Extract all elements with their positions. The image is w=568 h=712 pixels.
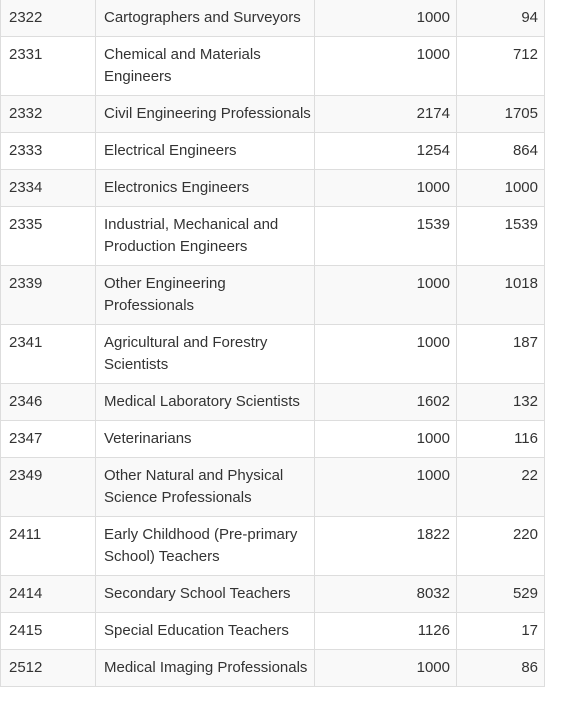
- table-row: 2349 Other Natural and Physical Science P…: [0, 457, 545, 517]
- value-cell: 1705: [456, 95, 545, 133]
- value-cell: 116: [456, 420, 545, 458]
- code-cell: 2339: [0, 265, 96, 325]
- table-row: 2347 Veterinarians 1000 116: [0, 420, 545, 458]
- table-row: 2339 Other Engineering Professionals 1000 1…: [0, 265, 545, 325]
- value-cell: 712: [456, 36, 545, 96]
- value-cell: 1000: [314, 0, 457, 37]
- table-row: 2341 Agricultural and Forestry Scientists…: [0, 324, 545, 384]
- occupation-cell: Chemical and Materials Engineers: [95, 36, 315, 96]
- value-cell: 1000: [314, 420, 457, 458]
- code-cell: 2411: [0, 516, 96, 576]
- table-row: 2346 Medical Laboratory Scientists 1602 132: [0, 383, 545, 421]
- table-row: 2512 Medical Imaging Professionals 1000 86: [0, 649, 545, 687]
- code-cell: 2341: [0, 324, 96, 384]
- value-cell: 94: [456, 0, 545, 37]
- value-cell: 1539: [314, 206, 457, 266]
- occupation-cell: Electronics Engineers: [95, 169, 315, 207]
- occupation-cell: Other Natural and Physical Science Profe…: [95, 457, 315, 517]
- code-cell: 2331: [0, 36, 96, 96]
- value-cell: 86: [456, 649, 545, 687]
- code-cell: 2414: [0, 575, 96, 613]
- value-cell: 1000: [314, 324, 457, 384]
- value-cell: 187: [456, 324, 545, 384]
- table-row: 2415 Special Education Teachers 1126 17: [0, 612, 545, 650]
- value-cell: 22: [456, 457, 545, 517]
- occupation-cell: Secondary School Teachers: [95, 575, 315, 613]
- table-row: 2332 Civil Engineering Professionals 2174 1…: [0, 95, 545, 133]
- value-cell: 1000: [314, 36, 457, 96]
- value-cell: 1000: [314, 457, 457, 517]
- value-cell: 1126: [314, 612, 457, 650]
- occupation-cell: Agricultural and Forestry Scientists: [95, 324, 315, 384]
- value-cell: 1000: [314, 649, 457, 687]
- value-cell: 132: [456, 383, 545, 421]
- code-cell: 2322: [0, 0, 96, 37]
- code-cell: 2333: [0, 132, 96, 170]
- value-cell: 529: [456, 575, 545, 613]
- code-cell: 2332: [0, 95, 96, 133]
- code-cell: 2346: [0, 383, 96, 421]
- occupation-cell: Medical Laboratory Scientists: [95, 383, 315, 421]
- value-cell: 220: [456, 516, 545, 576]
- value-cell: 1000: [314, 265, 457, 325]
- value-cell: 1539: [456, 206, 545, 266]
- data-table: 2322 Cartographers and Surveyors 1000 94 233…: [0, 0, 545, 687]
- occupation-cell: Electrical Engineers: [95, 132, 315, 170]
- occupation-cell: Cartographers and Surveyors: [95, 0, 315, 37]
- code-cell: 2415: [0, 612, 96, 650]
- value-cell: 1822: [314, 516, 457, 576]
- table-row: 2335 Industrial, Mechanical and Productio…: [0, 206, 545, 266]
- occupation-cell: Special Education Teachers: [95, 612, 315, 650]
- code-cell: 2347: [0, 420, 96, 458]
- code-cell: 2512: [0, 649, 96, 687]
- value-cell: 2174: [314, 95, 457, 133]
- value-cell: 1254: [314, 132, 457, 170]
- occupation-cell: Early Childhood (Pre-primary School) Tea…: [95, 516, 315, 576]
- table-body: 2322 Cartographers and Surveyors 1000 94 233…: [0, 0, 545, 687]
- value-cell: 864: [456, 132, 545, 170]
- occupation-cell: Civil Engineering Professionals: [95, 95, 315, 133]
- table-row: 2411 Early Childhood (Pre-primary School)…: [0, 516, 545, 576]
- code-cell: 2349: [0, 457, 96, 517]
- table-row: 2333 Electrical Engineers 1254 864: [0, 132, 545, 170]
- value-cell: 1018: [456, 265, 545, 325]
- code-cell: 2334: [0, 169, 96, 207]
- table-row: 2334 Electronics Engineers 1000 1000: [0, 169, 545, 207]
- code-cell: 2335: [0, 206, 96, 266]
- value-cell: 17: [456, 612, 545, 650]
- table-row: 2322 Cartographers and Surveyors 1000 94: [0, 0, 545, 37]
- value-cell: 1000: [456, 169, 545, 207]
- occupation-cell: Veterinarians: [95, 420, 315, 458]
- value-cell: 8032: [314, 575, 457, 613]
- table-row: 2414 Secondary School Teachers 8032 529: [0, 575, 545, 613]
- table-row: 2331 Chemical and Materials Engineers 1000…: [0, 36, 545, 96]
- value-cell: 1000: [314, 169, 457, 207]
- occupation-cell: Medical Imaging Professionals: [95, 649, 315, 687]
- occupation-cell: Other Engineering Professionals: [95, 265, 315, 325]
- occupation-cell: Industrial, Mechanical and Production En…: [95, 206, 315, 266]
- value-cell: 1602: [314, 383, 457, 421]
